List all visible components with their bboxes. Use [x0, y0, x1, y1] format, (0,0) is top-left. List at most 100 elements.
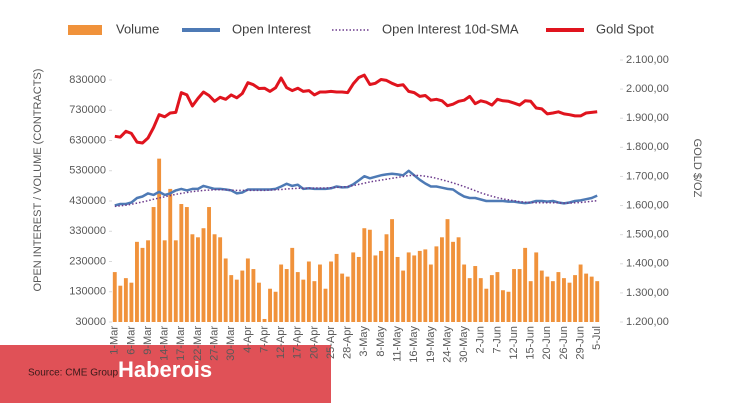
volume-bar [495, 272, 500, 322]
x-tick-label: 2-Jun [475, 326, 487, 354]
x-tick-label: 22-Mar [192, 326, 204, 361]
y-tick-label: 230000 [69, 255, 106, 267]
volume-bar [401, 270, 406, 322]
x-tick-label: 7-Apr [258, 326, 270, 353]
volume-bar [440, 237, 444, 322]
x-tick-label: 24-May [441, 326, 453, 363]
volume-bar [146, 240, 150, 322]
volume-bar [179, 204, 184, 322]
volume-bar [223, 258, 228, 322]
y2-tick-label: 1.600,00 [626, 199, 669, 211]
volume-bar [257, 282, 261, 322]
legend-label: Volume [116, 21, 159, 36]
y2-tick-label: 2.100,00 [626, 54, 669, 66]
volume-bar [190, 234, 195, 322]
y-tick-label: 330000 [69, 225, 106, 237]
volume-bar [151, 207, 156, 322]
volume-bar [279, 264, 284, 322]
volume-bar [428, 264, 433, 322]
volume-bar [367, 229, 372, 322]
volume-bar [395, 256, 400, 322]
volume-bar [545, 276, 550, 322]
volume-bar [162, 240, 167, 322]
volume-bar [351, 252, 356, 322]
volume-bar [196, 237, 200, 322]
x-tick-label: 27-Mar [208, 326, 220, 361]
y2-tick-label: 1.700,00 [626, 170, 669, 182]
volume-bar [284, 269, 289, 322]
volume-bar [318, 264, 322, 322]
volume-bar [140, 247, 145, 322]
volume-bar [489, 275, 494, 322]
volume-bar [118, 285, 123, 322]
volume-bar [512, 269, 516, 322]
x-tick-label: 16-May [408, 326, 420, 363]
y2-tick-label: 2.000,00 [626, 83, 669, 95]
volume-bar [356, 256, 361, 322]
volume-bar [473, 266, 478, 322]
x-tick-label: 29-Jun [574, 326, 586, 360]
volume-bar [129, 282, 134, 322]
watermark-box [0, 345, 331, 403]
volume-bar [589, 276, 594, 322]
x-tick-label: 25-Apr [325, 326, 337, 359]
volume-bar [157, 158, 162, 322]
oi-line [114, 169, 598, 207]
y2-tick-label: 1.500,00 [626, 229, 669, 241]
y-tick-label: 30000 [75, 316, 106, 328]
legend-label: Gold Spot [596, 21, 654, 36]
volume-bar [384, 234, 389, 322]
legend-label: Open Interest [232, 21, 311, 36]
volume-bar [595, 281, 600, 322]
x-tick-label: 15-Jun [525, 326, 537, 360]
source: Source: CME Group [28, 368, 118, 379]
volume-bar [517, 269, 522, 322]
volume-bar [467, 278, 472, 322]
x-tick-label: 3-May [358, 326, 370, 357]
volume-bar [295, 272, 300, 322]
volume-bar [201, 228, 206, 322]
volume-bar [251, 269, 256, 322]
x-tick-label: 17-Apr [292, 326, 304, 359]
y2-tick-label: 1.200,00 [626, 316, 669, 328]
volume-bar [550, 281, 555, 322]
volume-bar [112, 272, 117, 322]
volume-bar [390, 219, 394, 322]
volume-bar [578, 264, 583, 322]
x-tick-label: 4-Apr [242, 326, 254, 353]
x-tick-label: 7-Jun [491, 326, 503, 354]
y-tick-label: 630000 [69, 134, 106, 146]
volume-bar [451, 241, 455, 322]
x-tick-label: 26-Jun [558, 326, 570, 360]
volume-bar [478, 278, 483, 322]
volume-bar [406, 252, 411, 322]
volume-bar [240, 270, 245, 322]
volume-bar [556, 272, 561, 322]
volume-bar [362, 228, 367, 322]
volume-bar [562, 278, 566, 322]
volume-bar [301, 279, 306, 322]
volume-bar [184, 207, 189, 322]
volume-bar [528, 281, 533, 322]
volume-bar [445, 219, 450, 322]
y2-tick-label: 1.800,00 [626, 141, 669, 153]
x-tick-label: 9-Mar [142, 326, 154, 355]
volume-bar [506, 291, 511, 322]
volume-bar [312, 281, 317, 322]
volume-bar [207, 207, 211, 322]
y2-tick-label: 1.300,00 [626, 287, 669, 299]
x-tick-label: 12-Apr [275, 326, 287, 359]
volume-bar [417, 250, 422, 322]
y-tick-label: 430000 [69, 195, 106, 207]
volume-bar [345, 276, 350, 322]
y-tick-label: 830000 [69, 74, 106, 86]
volume-bar [290, 247, 295, 322]
x-tick-label: 19-May [425, 326, 437, 363]
volume-bar [373, 255, 378, 322]
volume-bar [135, 241, 139, 322]
watermark: Haberois [118, 357, 212, 382]
y-tick-label: 130000 [69, 286, 106, 298]
x-tick-label: 11-May [391, 326, 403, 362]
volume-bar [434, 246, 439, 322]
x-tick-label: 1-Mar [109, 326, 121, 355]
